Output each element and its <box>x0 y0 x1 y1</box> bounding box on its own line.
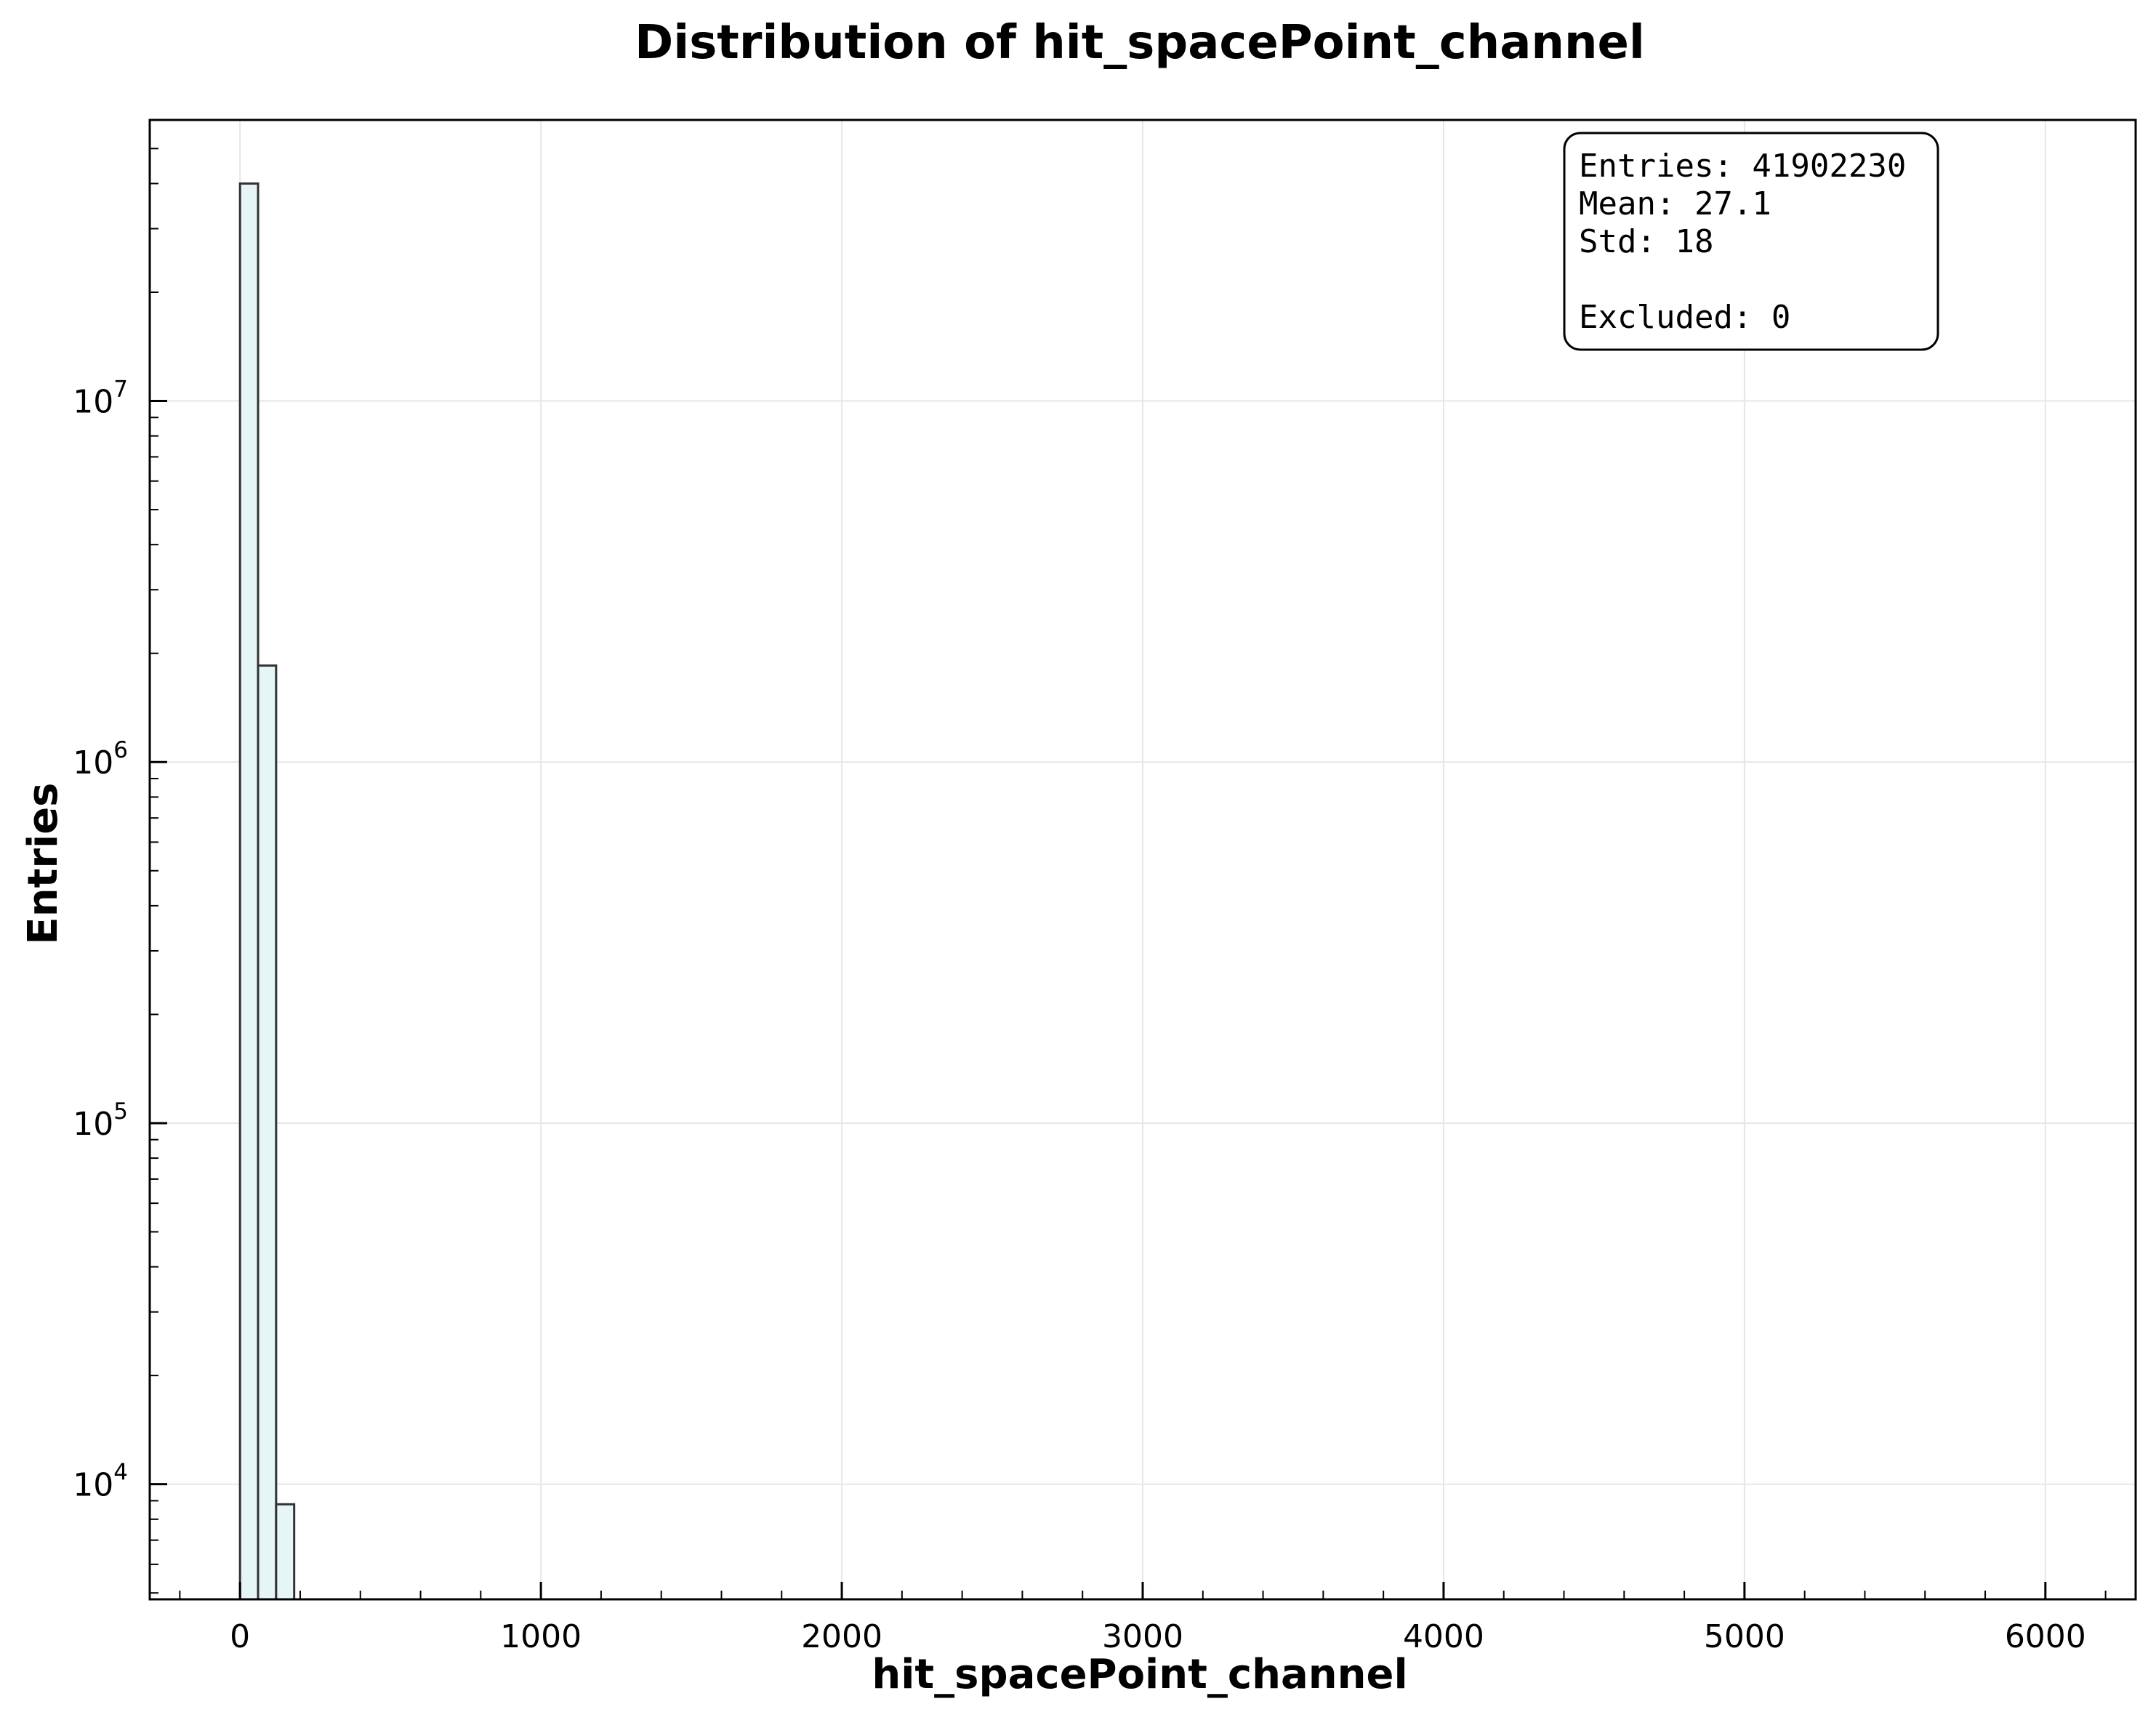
plot-area-frame <box>148 118 2137 1601</box>
x-tick-label: 6000 <box>2005 1618 2086 1655</box>
histogram-bar <box>257 664 278 1601</box>
x-tick-label: 5000 <box>1704 1618 1785 1655</box>
stats-line: Mean: 27.1 <box>1579 185 1771 222</box>
grid-lines <box>150 120 2136 1599</box>
y-tick-label: 105 <box>73 1098 128 1143</box>
y-tick-label: 104 <box>73 1460 128 1504</box>
stats-line: Std: 18 <box>1579 223 1713 260</box>
x-tick-label: 2000 <box>801 1618 882 1655</box>
histogram-bars <box>238 182 296 1601</box>
y-tick-label: 106 <box>73 737 128 781</box>
x-tick-label: 1000 <box>500 1618 582 1655</box>
histogram-bar <box>275 1503 296 1601</box>
y-tick-label: 107 <box>73 377 128 421</box>
stats-line: Entries: 41902230 <box>1579 148 1906 185</box>
x-tick-label: 3000 <box>1102 1618 1183 1655</box>
stats-box-frame <box>1563 132 1939 351</box>
x-axis-label: hit_spacePoint_channel <box>872 1651 1407 1698</box>
chart-title: Distribution of hit_spacePoint_channel <box>635 16 1645 70</box>
axis-ticks: 0 1000 2000 3000 4000 5000 6000 104 105 106 107 <box>73 119 2107 1655</box>
histogram-bar <box>238 182 260 1601</box>
y-axis-label: Entries <box>20 782 67 944</box>
x-tick-label: 0 <box>230 1618 250 1655</box>
x-tick-label: 4000 <box>1403 1618 1484 1655</box>
stats-line: Excluded: 0 <box>1579 299 1790 336</box>
